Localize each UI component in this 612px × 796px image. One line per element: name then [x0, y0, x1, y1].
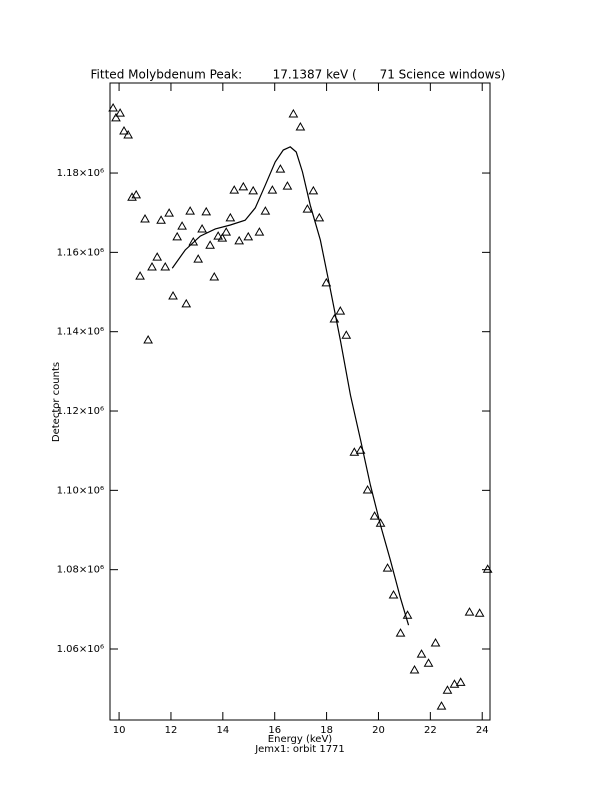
data-point — [474, 608, 485, 617]
y-tick-label: 1.12×10⁶ — [57, 406, 104, 417]
data-point — [369, 511, 380, 520]
data-point — [188, 237, 199, 246]
data-point — [213, 231, 224, 240]
data-point — [455, 677, 466, 686]
x-tick-label: 12 — [165, 725, 178, 736]
fit-line — [171, 146, 410, 626]
data-point — [201, 206, 212, 216]
data-point — [229, 185, 240, 194]
data-point — [416, 649, 427, 658]
data-point — [143, 335, 153, 344]
data-point — [464, 607, 475, 616]
y-tick-label: 1.06×10⁶ — [57, 644, 104, 655]
data-point — [131, 189, 142, 199]
data-point — [282, 181, 293, 190]
data-point — [152, 252, 163, 261]
data-point — [436, 701, 447, 710]
data-point — [243, 231, 254, 241]
data-point — [288, 108, 299, 118]
data-point — [185, 206, 196, 215]
x-axis-label: Energy (keV) — [268, 734, 333, 745]
x-tick-label: 20 — [372, 725, 385, 736]
data-point — [225, 212, 236, 222]
data-point — [119, 125, 129, 135]
data-point — [111, 112, 121, 122]
data-point — [177, 221, 187, 230]
data-point — [267, 185, 278, 194]
data-point — [234, 235, 245, 245]
y-tick-label: 1.08×10⁶ — [57, 565, 104, 576]
x-tick-label: 22 — [424, 725, 437, 736]
y-tick-label: 1.16×10⁶ — [57, 247, 104, 258]
data-point — [295, 122, 306, 131]
data-point — [217, 233, 228, 242]
data-point — [254, 227, 265, 236]
x-tick-label: 16 — [268, 725, 281, 736]
data-point — [382, 563, 393, 572]
data-point — [156, 215, 166, 224]
y-tick-label: 1.10×10⁶ — [57, 485, 104, 496]
y-tick-label: 1.14×10⁶ — [57, 327, 104, 338]
data-point — [442, 685, 453, 694]
data-point — [302, 204, 313, 213]
data-point — [168, 290, 178, 300]
data-point — [362, 484, 373, 494]
data-point — [123, 129, 134, 139]
data-point — [335, 306, 346, 315]
subtitle: Jemx1: orbit 1771 — [254, 744, 345, 755]
data-point — [205, 240, 215, 249]
y-tick-label: 1.18×10⁶ — [57, 168, 104, 179]
data-point — [147, 262, 157, 271]
x-tick-label: 18 — [320, 725, 333, 736]
data-point — [275, 164, 286, 173]
data-point — [430, 638, 441, 647]
data-point — [115, 108, 125, 117]
data-point — [108, 102, 118, 112]
data-point — [160, 262, 171, 271]
data-point — [395, 628, 406, 637]
data-point — [308, 185, 319, 195]
data-point — [482, 564, 493, 573]
data-point — [127, 192, 137, 201]
data-point — [164, 208, 175, 217]
data-point — [140, 214, 150, 223]
chart-title: Fitted Molybdenum Peak: 17.1387 keV ( 71… — [91, 68, 506, 82]
y-axis-label: Detector counts — [51, 362, 62, 442]
x-tick-label: 14 — [216, 725, 229, 736]
data-point — [314, 212, 325, 222]
data-point — [193, 254, 204, 263]
data-point — [341, 330, 352, 339]
data-point — [449, 679, 460, 688]
x-tick-label: 24 — [476, 725, 489, 736]
data-point — [238, 181, 249, 191]
data-point — [135, 271, 145, 280]
data-point — [209, 271, 220, 281]
data-point — [181, 298, 192, 308]
data-point — [349, 447, 360, 456]
data-point — [409, 665, 420, 674]
data-point — [388, 590, 399, 599]
data-point — [260, 206, 271, 215]
data-point — [172, 231, 183, 241]
x-tick-label: 10 — [113, 725, 126, 736]
plot-frame — [109, 82, 491, 721]
data-point — [423, 658, 434, 667]
data-point — [197, 223, 207, 233]
data-point — [248, 185, 259, 195]
data-point — [221, 227, 232, 236]
